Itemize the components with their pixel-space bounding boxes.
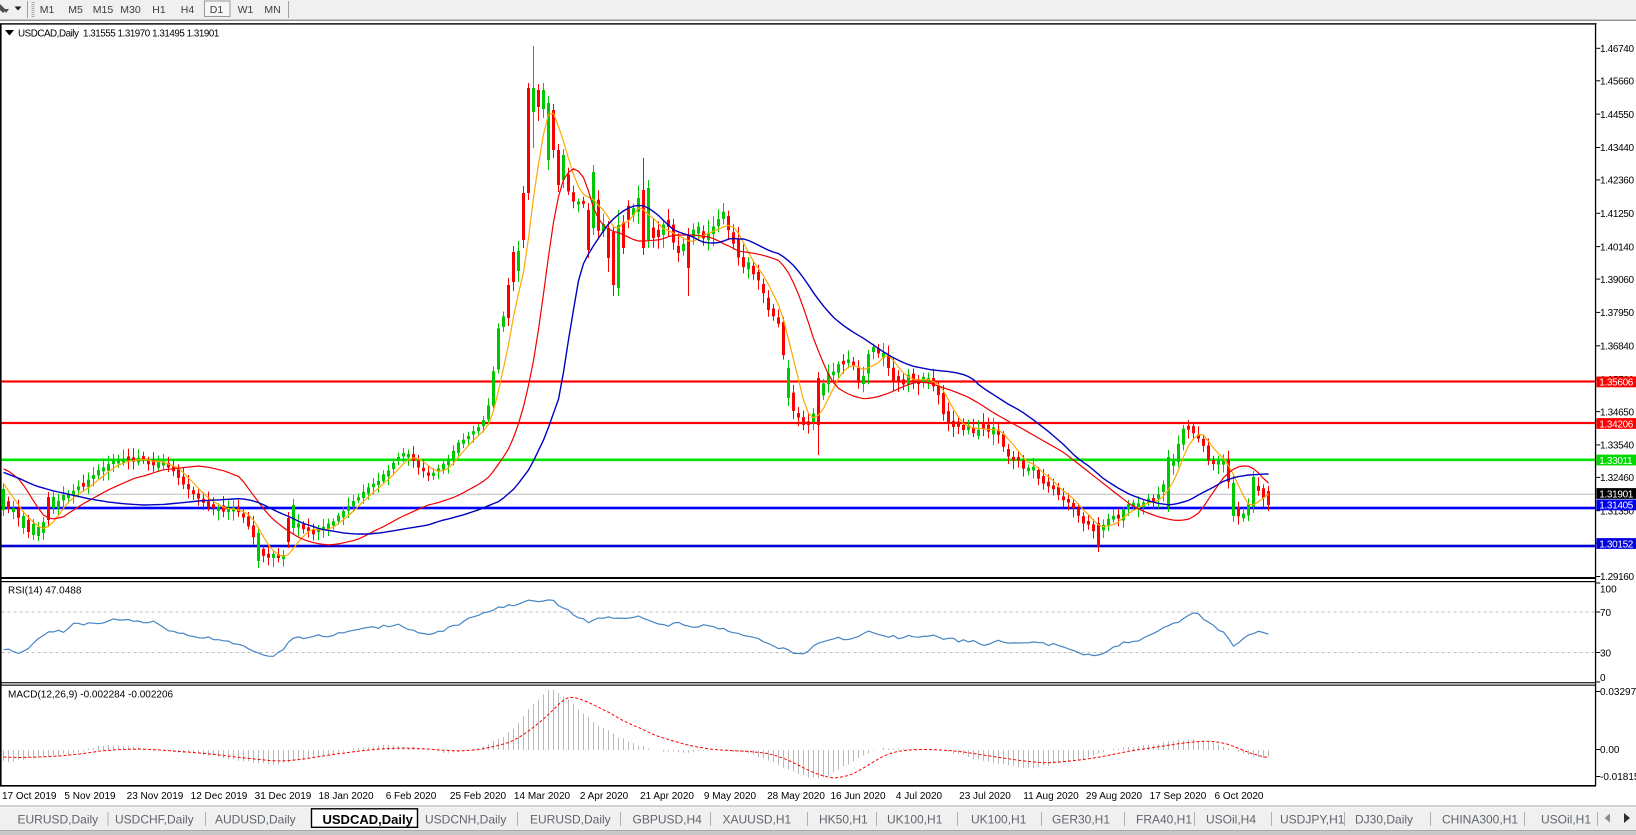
svg-text:CHINA300,H1: CHINA300,H1 xyxy=(1442,813,1518,827)
svg-text:M30: M30 xyxy=(120,4,141,16)
svg-text:AUDUSD,Daily: AUDUSD,Daily xyxy=(215,813,296,827)
svg-text:1.42360: 1.42360 xyxy=(1600,176,1634,187)
svg-text:25 Feb 2020: 25 Feb 2020 xyxy=(450,791,507,802)
svg-text:1.40140: 1.40140 xyxy=(1600,242,1634,253)
svg-text:1.39060: 1.39060 xyxy=(1600,275,1634,286)
svg-text:6 Oct 2020: 6 Oct 2020 xyxy=(1215,791,1264,802)
svg-text:29 Aug 2020: 29 Aug 2020 xyxy=(1086,791,1143,802)
svg-text:17 Sep 2020: 17 Sep 2020 xyxy=(1150,791,1207,802)
svg-text:100: 100 xyxy=(1600,585,1617,596)
svg-text:28 May 2020: 28 May 2020 xyxy=(767,791,825,802)
svg-text:EURUSD,Daily: EURUSD,Daily xyxy=(530,813,611,827)
svg-text:-0.018154: -0.018154 xyxy=(1600,772,1636,783)
svg-text:XAUUSD,H1: XAUUSD,H1 xyxy=(723,813,792,827)
svg-text:1.41250: 1.41250 xyxy=(1600,209,1634,220)
svg-text:1.33011: 1.33011 xyxy=(1599,456,1633,467)
svg-text:H1: H1 xyxy=(152,4,166,16)
svg-text:M15: M15 xyxy=(93,4,114,16)
svg-text:RSI(14) 47.0488: RSI(14) 47.0488 xyxy=(8,586,82,597)
svg-text:5 Nov 2019: 5 Nov 2019 xyxy=(64,791,116,802)
svg-text:1.35606: 1.35606 xyxy=(1599,378,1633,389)
svg-text:17 Oct 2019: 17 Oct 2019 xyxy=(2,791,57,802)
svg-text:MN: MN xyxy=(264,4,280,16)
svg-text:0: 0 xyxy=(1600,673,1606,684)
svg-text:UK100,H1: UK100,H1 xyxy=(887,813,943,827)
svg-text:21 Apr 2020: 21 Apr 2020 xyxy=(640,791,694,802)
svg-text:4 Jul 2020: 4 Jul 2020 xyxy=(896,791,943,802)
svg-text:2 Apr 2020: 2 Apr 2020 xyxy=(580,791,629,802)
svg-text:M5: M5 xyxy=(68,4,83,16)
svg-text:D1: D1 xyxy=(210,4,224,16)
svg-text:GER30,H1: GER30,H1 xyxy=(1052,813,1110,827)
svg-text:9 May 2020: 9 May 2020 xyxy=(704,791,757,802)
svg-text:USDCAD,Daily 1.31555 1.31970: USDCAD,Daily 1.31555 1.31970 1.31495 1.3… xyxy=(18,29,219,40)
svg-text:1.45660: 1.45660 xyxy=(1600,77,1634,88)
svg-text:0.00: 0.00 xyxy=(1600,745,1620,756)
svg-text:23 Jul 2020: 23 Jul 2020 xyxy=(959,791,1011,802)
svg-text:16 Jun 2020: 16 Jun 2020 xyxy=(830,791,885,802)
svg-text:FRA40,H1: FRA40,H1 xyxy=(1136,813,1192,827)
svg-text:6 Feb 2020: 6 Feb 2020 xyxy=(386,791,437,802)
svg-text:USDCNH,Daily: USDCNH,Daily xyxy=(425,813,506,827)
svg-text:1.31405: 1.31405 xyxy=(1599,501,1633,512)
svg-text:H4: H4 xyxy=(181,4,195,16)
svg-text:31 Dec 2019: 31 Dec 2019 xyxy=(255,791,312,802)
svg-text:1.29160: 1.29160 xyxy=(1600,572,1634,583)
svg-text:23 Nov 2019: 23 Nov 2019 xyxy=(127,791,184,802)
svg-text:1.34206: 1.34206 xyxy=(1599,419,1633,430)
svg-text:HK50,H1: HK50,H1 xyxy=(819,813,868,827)
svg-text:1.37950: 1.37950 xyxy=(1600,308,1634,319)
svg-text:14 Mar 2020: 14 Mar 2020 xyxy=(514,791,571,802)
svg-text:USOil,H1: USOil,H1 xyxy=(1541,813,1591,827)
svg-text:W1: W1 xyxy=(238,4,254,16)
svg-text:1.34650: 1.34650 xyxy=(1600,407,1634,418)
svg-text:18 Jan 2020: 18 Jan 2020 xyxy=(318,791,373,802)
svg-text:GBPUSD,H4: GBPUSD,H4 xyxy=(633,813,703,827)
svg-text:0.032972: 0.032972 xyxy=(1600,687,1636,698)
svg-text:1.33540: 1.33540 xyxy=(1600,441,1634,452)
svg-text:1.31350: 1.31350 xyxy=(1600,506,1634,517)
svg-text:MACD(12,26,9) -0.002284 -0.002: MACD(12,26,9) -0.002284 -0.002206 xyxy=(8,690,174,701)
svg-text:USDCAD,Daily: USDCAD,Daily xyxy=(323,812,414,827)
svg-text:1.31901: 1.31901 xyxy=(1599,489,1633,500)
svg-text:1.30152: 1.30152 xyxy=(1599,539,1633,550)
svg-text:UK100,H1: UK100,H1 xyxy=(971,813,1027,827)
svg-text:30: 30 xyxy=(1600,649,1612,660)
svg-text:USDCHF,Daily: USDCHF,Daily xyxy=(115,813,194,827)
svg-text:1.36840: 1.36840 xyxy=(1600,342,1634,353)
svg-text:70: 70 xyxy=(1600,608,1612,619)
svg-text:1.46740: 1.46740 xyxy=(1600,44,1634,55)
svg-text:1.44550: 1.44550 xyxy=(1600,110,1634,121)
svg-text:12 Dec 2019: 12 Dec 2019 xyxy=(191,791,248,802)
svg-text:USDJPY,H1: USDJPY,H1 xyxy=(1280,813,1345,827)
svg-text:USOil,H4: USOil,H4 xyxy=(1206,813,1256,827)
svg-text:EURUSD,Daily: EURUSD,Daily xyxy=(18,813,99,827)
svg-text:11 Aug 2020: 11 Aug 2020 xyxy=(1023,791,1079,802)
svg-text:DJ30,Daily: DJ30,Daily xyxy=(1355,813,1413,827)
svg-text:1.43440: 1.43440 xyxy=(1600,143,1634,154)
svg-text:1.32460: 1.32460 xyxy=(1600,473,1634,484)
svg-text:M1: M1 xyxy=(40,4,55,16)
